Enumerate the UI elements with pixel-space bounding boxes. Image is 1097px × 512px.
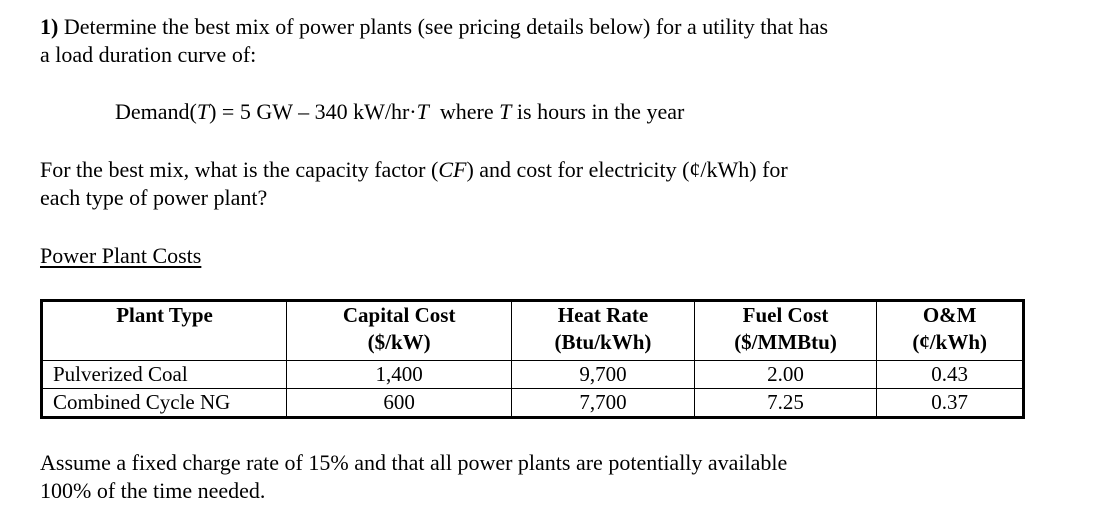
problem-intro-line-1: 1) Determine the best mix of power plant… <box>40 14 828 40</box>
cell-fuel-cost: 7.25 <box>693 388 878 419</box>
cell-capital-cost: 600 <box>286 388 513 419</box>
question-line-1: For the best mix, what is the capacity f… <box>40 157 788 183</box>
header-heat-rate: Heat Rate (Btu/kWh) <box>511 299 695 361</box>
assumption-line-1: Assume a fixed charge rate of 15% and th… <box>40 450 788 475</box>
header-capital-cost: Capital Cost ($/kW) <box>286 299 513 361</box>
table-row: Combined Cycle NG 600 7,700 7.25 0.37 <box>39 388 1025 419</box>
problem-intro-line-2: a load duration curve of: <box>40 42 257 67</box>
question-line-2: each type of power plant? <box>40 185 268 210</box>
header-om: O&M (¢/kWh) <box>876 299 1025 361</box>
cell-om: 0.37 <box>876 388 1025 419</box>
equation-lhs-prefix: Demand( <box>115 99 197 124</box>
cell-fuel-cost: 2.00 <box>693 360 878 389</box>
question-cf: CF <box>438 157 467 182</box>
cell-plant-type: Combined Cycle NG <box>39 388 288 419</box>
cell-heat-rate: 7,700 <box>511 388 695 419</box>
header-fuel-cost: Fuel Cost ($/MMBtu) <box>693 299 878 361</box>
equation-where-prefix: where <box>428 99 500 124</box>
equation-variable-t: T <box>499 99 512 124</box>
equation-where-suffix: is hours in the year <box>511 99 685 124</box>
problem-intro-text-1: Determine the best mix of power plants (… <box>63 14 829 39</box>
cell-heat-rate: 9,700 <box>511 360 695 389</box>
demand-equation: Demand(T) = 5 GW – 340 kW/hr·T where T i… <box>115 99 684 125</box>
table-caption: Power Plant Costs <box>40 243 202 268</box>
equation-lhs-suffix: ) = 5 GW – 340 kW/hr· <box>209 99 417 124</box>
cell-om: 0.43 <box>876 360 1025 389</box>
equation-variable-t: T <box>416 99 429 124</box>
cell-capital-cost: 1,400 <box>286 360 513 389</box>
cell-plant-type: Pulverized Coal <box>39 360 288 389</box>
problem-number: 1) <box>40 14 59 39</box>
header-plant-type: Plant Type <box>39 299 288 361</box>
equation-variable-t: T <box>196 99 210 124</box>
question-text-a: For the best mix, what is the capacity f… <box>40 157 439 182</box>
power-plant-costs-table: Plant Type Capital Cost ($/kW) Heat Rate(… <box>39 299 1025 419</box>
question-text-b: ) and cost for electricity (¢/kWh) for <box>466 157 788 182</box>
table-row: Pulverized Coal 1,400 9,700 2.00 0.43 <box>39 360 1025 389</box>
assumption-line-2: 100% of the time needed. <box>40 478 266 503</box>
table-header-row: Plant Type Capital Cost ($/kW) Heat Rate(… <box>39 299 1025 361</box>
